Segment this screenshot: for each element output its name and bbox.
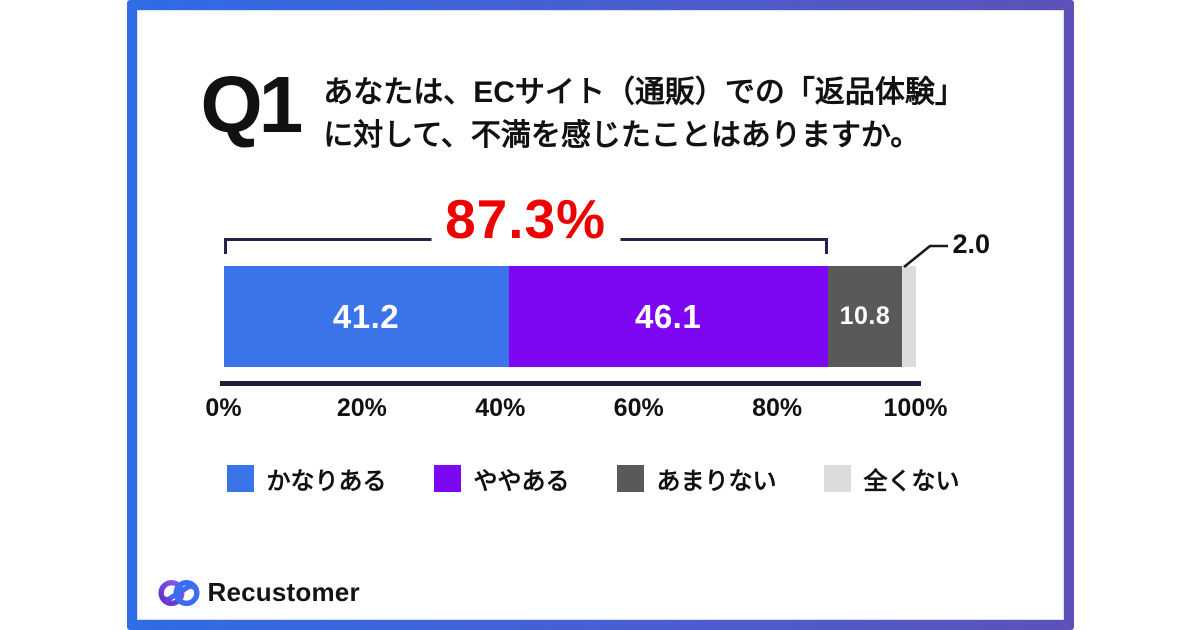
legend-item-かなりある: かなりある xyxy=(226,461,387,496)
legend: かなりある ややある あまりない 全くない xyxy=(226,461,960,496)
legend-item-ややある: ややある xyxy=(433,461,570,496)
bar-segment-ややある: 46.1 xyxy=(508,266,828,367)
x-axis-tick-80%: 80% xyxy=(752,394,803,422)
legend-swatch xyxy=(823,465,851,492)
callout-line xyxy=(902,244,948,269)
x-axis-tick-40%: 40% xyxy=(475,394,526,422)
legend-label: ややある xyxy=(473,468,570,495)
x-axis-tick-20%: 20% xyxy=(336,394,387,422)
callout-value: 2.0 xyxy=(952,229,991,259)
x-axis-labels: 0% 20% 40% 60% 80% 100% xyxy=(205,394,947,424)
legend-swatch xyxy=(226,465,254,492)
question-text: あなたは、ECサイト（通販）での「返品体験」 に対して、不満を感じたことはありま… xyxy=(323,66,965,157)
question-text-line1: あなたは、ECサイト（通販）での「返品体験」 xyxy=(323,76,965,109)
recustomer-logo-icon xyxy=(157,579,200,607)
bar-segment-全くない xyxy=(902,266,917,367)
stacked-bar-chart: 87.3% 41.2 46.1 10.8 2.0 0% 20% 40% 60% 80% 100… xyxy=(205,192,990,432)
legend-label: 全くない xyxy=(863,468,960,495)
x-axis-tick-100%: 100% xyxy=(883,394,948,422)
x-axis-tick-60%: 60% xyxy=(613,394,664,422)
legend-swatch xyxy=(616,465,644,492)
bar-segment-value: 10.8 xyxy=(839,302,891,330)
infographic-card: Q1 あなたは、ECサイト（通販）での「返品体験」 に対して、不満を感じたことは… xyxy=(136,10,1064,620)
question-number: Q1 xyxy=(200,60,304,149)
bar-segment-あまりない: 10.8 xyxy=(827,266,903,367)
legend-label: かなりある xyxy=(266,468,387,495)
card-frame: Q1 あなたは、ECサイト（通販）での「返品体験」 に対して、不満を感じたことは… xyxy=(126,0,1074,630)
stacked-bar: 41.2 46.1 10.8 xyxy=(223,266,917,367)
x-axis-line xyxy=(219,381,921,386)
legend-item-あまりない: あまりない xyxy=(616,461,777,496)
legend-swatch xyxy=(433,465,461,492)
question-text-line2: に対して、不満を感じたことはありますか。 xyxy=(323,118,921,152)
footer-brand: Recustomer xyxy=(157,573,360,611)
bar-segment-かなりある: 41.2 xyxy=(223,266,509,367)
legend-item-全くない: 全くない xyxy=(823,461,960,496)
highlight-percentage: 87.3% xyxy=(431,192,621,247)
bar-segment-value: 46.1 xyxy=(634,297,702,335)
legend-label: あまりない xyxy=(656,468,777,495)
x-axis-tick-0%: 0% xyxy=(205,394,242,422)
bar-segment-value: 41.2 xyxy=(332,297,400,335)
brand-name: Recustomer xyxy=(207,576,360,607)
question-header: Q1 あなたは、ECサイト（通販）での「返品体験」 に対して、不満を感じたことは… xyxy=(200,60,965,157)
